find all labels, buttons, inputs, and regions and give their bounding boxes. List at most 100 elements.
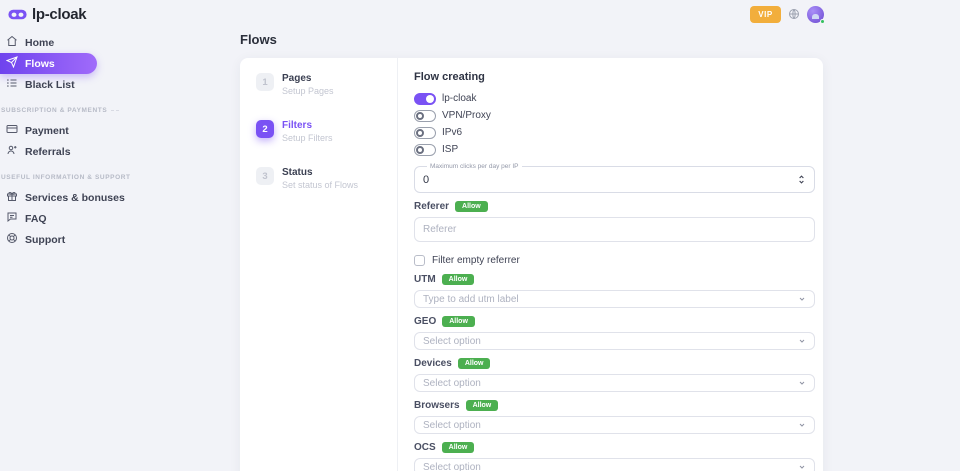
ocs-select[interactable]: Select option: [414, 458, 815, 475]
header-actions: VIP: [750, 5, 825, 24]
sidebar-item-label: Flows: [25, 57, 55, 70]
browsers-label-row: Browsers Allow: [414, 400, 815, 411]
ocs-label: OCS: [414, 442, 436, 453]
ocs-allow-badge[interactable]: Allow: [441, 442, 475, 453]
user-avatar[interactable]: [807, 5, 825, 24]
sidebar-item-black-list[interactable]: Black List: [0, 74, 230, 95]
flows-icon: [5, 55, 18, 73]
chevron-down-icon: [798, 421, 806, 429]
sidebar-item-flows[interactable]: Flows: [0, 53, 97, 74]
chevron-down-icon: [798, 463, 806, 471]
sidebar-item-support[interactable]: Support: [0, 229, 230, 250]
toggle-switch-on[interactable]: [414, 92, 436, 105]
browsers-select[interactable]: Select option: [414, 416, 815, 434]
toggle-switch-off[interactable]: [414, 126, 436, 139]
toggle-switch-off[interactable]: [414, 109, 436, 122]
step-subtitle: Setup Filters: [282, 133, 333, 143]
select-placeholder: Select option: [423, 377, 481, 389]
browsers-label: Browsers: [414, 400, 460, 411]
form-title: Flow creating: [414, 71, 485, 83]
geo-label: GEO: [414, 316, 437, 327]
step-subtitle: Set status of Flows: [282, 180, 359, 190]
step-number: 3: [256, 167, 274, 185]
sidebar-item-services-bonuses[interactable]: Services & bonuses: [0, 187, 230, 208]
brand-logo[interactable]: lp-cloak: [8, 5, 87, 23]
toggle-lp-cloak[interactable]: lp-cloak: [414, 92, 815, 105]
select-placeholder: Select option: [423, 335, 481, 347]
sidebar-item-referrals[interactable]: Referrals: [0, 141, 230, 162]
devices-label: Devices: [414, 358, 452, 369]
toggle-ipv6[interactable]: IPv6: [414, 126, 815, 139]
step-title: Filters: [282, 120, 313, 131]
sidebar-item-home[interactable]: Home: [0, 32, 230, 53]
step-status[interactable]: 3 Status Set status of Flows: [256, 167, 387, 190]
toggle-isp[interactable]: ISP: [414, 143, 815, 156]
max-clicks-input[interactable]: [423, 174, 768, 186]
sidebar-item-faq[interactable]: FAQ: [0, 208, 230, 229]
sidebar-item-label: FAQ: [25, 212, 47, 225]
main-content: Flows 1 Pages Setup Pages 2 Filters Setu…: [230, 24, 960, 475]
filter-empty-referrer-checkbox-row[interactable]: Filter empty referrer: [414, 255, 815, 266]
referer-textarea[interactable]: [414, 217, 815, 242]
toggle-label: VPN/Proxy: [442, 110, 491, 121]
mask-icon: [8, 8, 27, 21]
sidebar: Home Flows Black List Subscription & Pay…: [0, 24, 230, 475]
step-number: 2: [256, 120, 274, 138]
sidebar-item-label: Black List: [25, 78, 75, 91]
checkbox-unchecked[interactable]: [414, 255, 425, 266]
vip-button[interactable]: VIP: [750, 5, 781, 23]
select-placeholder: Select option: [423, 461, 481, 473]
globe-icon[interactable]: [788, 8, 800, 20]
geo-allow-badge[interactable]: Allow: [442, 316, 475, 327]
sidebar-item-payment[interactable]: Payment: [0, 120, 230, 141]
section-title: Subscription & Payments: [1, 107, 108, 114]
step-filters[interactable]: 2 Filters Setup Filters: [256, 120, 387, 143]
sidebar-item-label: Services & bonuses: [25, 191, 125, 204]
section-divider: [111, 110, 119, 111]
chat-icon: [6, 210, 18, 228]
toggle-label: ISP: [442, 144, 459, 155]
flow-creating-card: 1 Pages Setup Pages 2 Filters Setup Filt…: [240, 58, 823, 475]
wizard-steps: 1 Pages Setup Pages 2 Filters Setup Filt…: [240, 58, 398, 475]
sidebar-item-label: Home: [25, 36, 55, 49]
toggle-switch-off[interactable]: [414, 143, 436, 156]
utm-input[interactable]: [423, 293, 798, 305]
sidebar-item-label: Referrals: [25, 145, 71, 158]
top-bar: lp-cloak VIP: [0, 0, 960, 24]
chevron-down-icon: [798, 379, 806, 387]
checkbox-label: Filter empty referrer: [432, 255, 520, 266]
step-title: Status: [282, 167, 313, 178]
utm-input-dropdown[interactable]: [414, 290, 815, 308]
toggle-label: IPv6: [442, 127, 463, 138]
max-clicks-label: Maximum clicks per day per IP: [430, 163, 519, 170]
step-number: 1: [256, 73, 274, 91]
devices-label-row: Devices Allow: [414, 358, 815, 369]
page-title: Flows: [240, 32, 277, 47]
number-stepper-icon[interactable]: [797, 174, 806, 185]
online-status-dot: [820, 18, 825, 24]
utm-allow-badge[interactable]: Allow: [441, 274, 475, 285]
bottom-edge: [0, 471, 960, 475]
chevron-down-icon: [798, 337, 806, 345]
referer-allow-badge[interactable]: Allow: [455, 201, 488, 212]
step-subtitle: Setup Pages: [282, 86, 334, 96]
toggle-vpn-proxy[interactable]: VPN/Proxy: [414, 109, 815, 122]
devices-allow-badge[interactable]: Allow: [457, 358, 491, 369]
payment-icon: [6, 122, 18, 140]
brand-name: lp-cloak: [32, 5, 87, 23]
referer-label-row: Referer Allow: [414, 201, 815, 212]
browsers-allow-badge[interactable]: Allow: [465, 400, 499, 411]
geo-select[interactable]: Select option: [414, 332, 815, 350]
referrals-icon: [6, 143, 18, 161]
sidebar-item-label: Payment: [25, 124, 69, 137]
devices-select[interactable]: Select option: [414, 374, 815, 392]
geo-label-row: GEO Allow: [414, 316, 815, 327]
max-clicks-field: Maximum clicks per day per IP: [414, 163, 815, 193]
toggle-label: lp-cloak: [442, 93, 477, 104]
step-pages[interactable]: 1 Pages Setup Pages: [256, 73, 387, 96]
filters-form: Flow creating lp-cloak VPN/Proxy IPv6 IS…: [398, 58, 823, 475]
referer-label: Referer: [414, 201, 450, 212]
blacklist-icon: [6, 76, 18, 94]
chevron-down-icon: [798, 295, 806, 303]
home-icon: [6, 34, 18, 52]
